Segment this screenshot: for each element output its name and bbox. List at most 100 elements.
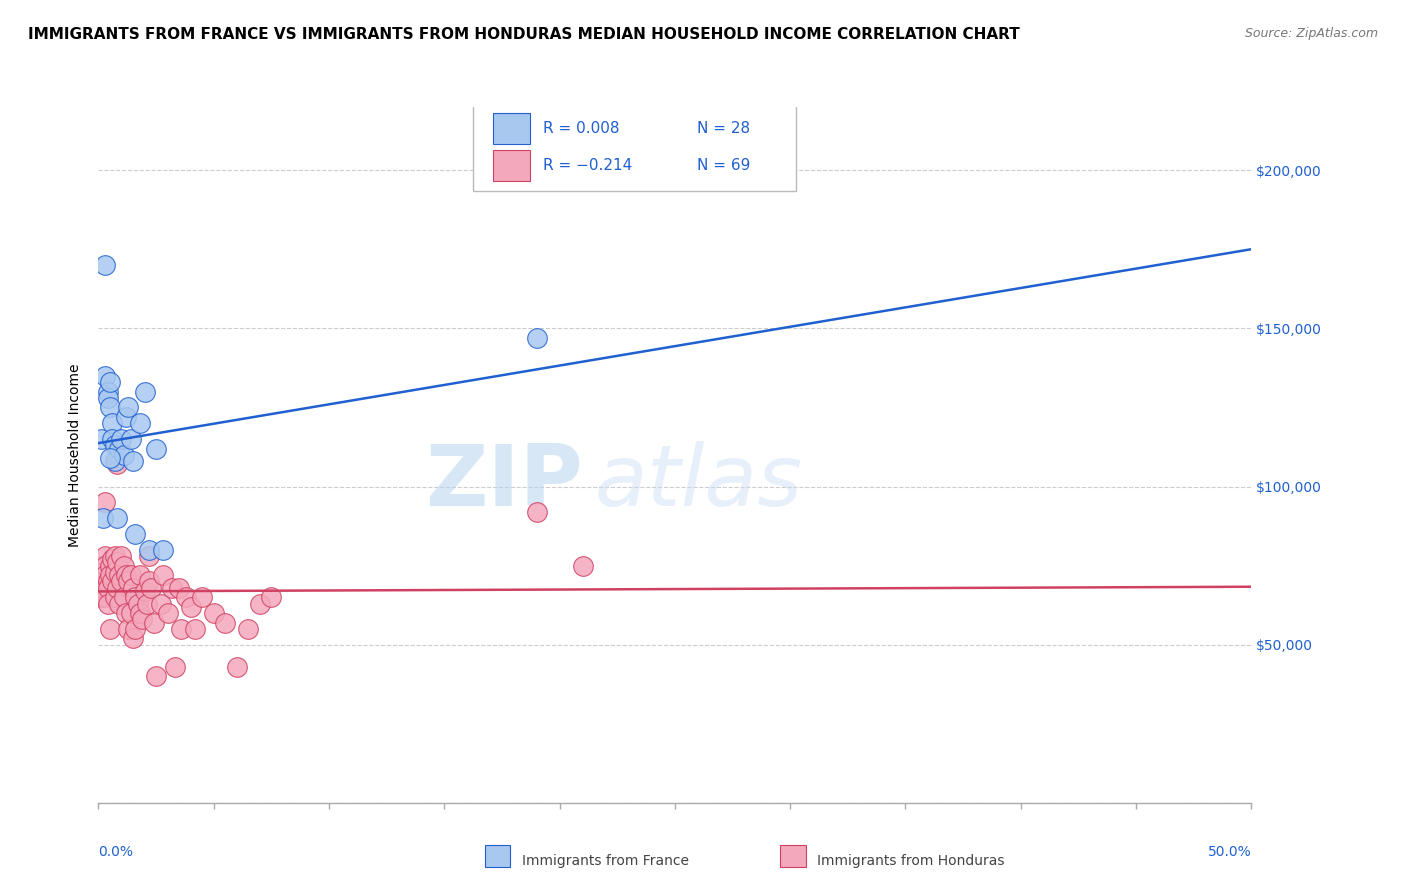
Point (101, 552, 124, 566)
Point (202, 606, 225, 620)
Point (98, 568, 121, 582)
Point (98, 401, 121, 415)
Point (94, 258, 117, 272)
Y-axis label: Median Household Income: Median Household Income (69, 363, 83, 547)
Point (214, 615, 236, 630)
Text: N = 69: N = 69 (697, 158, 751, 173)
Point (152, 542, 174, 557)
Point (152, 568, 174, 582)
Point (122, 632, 145, 646)
Point (134, 384, 156, 399)
Point (110, 574, 132, 589)
Point (105, 458, 128, 472)
Point (526, 331, 548, 345)
Point (105, 511, 128, 525)
Point (91, 511, 114, 525)
Point (127, 597, 149, 611)
Point (94, 368, 117, 383)
Point (97, 574, 120, 589)
Point (115, 409, 138, 424)
Point (103, 549, 125, 563)
Point (101, 574, 124, 589)
Point (191, 591, 214, 605)
Point (167, 581, 190, 595)
Point (98, 375, 121, 389)
Point (108, 442, 131, 456)
Point (112, 558, 135, 573)
Point (138, 542, 160, 557)
Point (97, 581, 120, 595)
Point (138, 549, 160, 563)
Point (115, 568, 138, 582)
Point (225, 660, 247, 674)
Point (174, 591, 197, 605)
Point (117, 401, 139, 415)
Point (184, 622, 207, 636)
Point (149, 597, 172, 611)
Point (180, 599, 202, 614)
Point (90, 558, 112, 573)
Text: atlas: atlas (595, 442, 803, 524)
Point (98, 451, 121, 466)
Point (135, 597, 157, 611)
Point (98, 558, 121, 573)
Point (120, 606, 142, 620)
Text: 0.0%: 0.0% (98, 845, 134, 858)
Point (110, 432, 132, 446)
Point (156, 606, 179, 620)
Text: Source: ZipAtlas.com: Source: ZipAtlas.com (1244, 27, 1378, 40)
Point (122, 581, 145, 595)
Point (134, 583, 156, 598)
Text: N = 28: N = 28 (697, 121, 749, 136)
Point (124, 527, 146, 541)
Point (94, 591, 117, 605)
Point (103, 565, 125, 579)
Point (138, 574, 160, 589)
Point (141, 581, 163, 595)
Point (163, 660, 186, 674)
Point (124, 591, 146, 605)
Point (108, 568, 131, 582)
Point (94, 568, 117, 582)
Point (101, 417, 124, 431)
Point (117, 574, 139, 589)
FancyBboxPatch shape (492, 150, 530, 181)
Point (94, 558, 117, 573)
Point (145, 669, 167, 683)
Point (101, 432, 124, 446)
Point (98, 622, 121, 636)
Point (260, 591, 283, 605)
Point (90, 432, 112, 446)
Point (120, 568, 142, 582)
Point (129, 606, 152, 620)
Point (129, 417, 152, 431)
Text: Immigrants from France: Immigrants from France (522, 854, 689, 868)
Point (90, 591, 112, 605)
Point (91, 565, 114, 579)
Text: IMMIGRANTS FROM FRANCE VS IMMIGRANTS FROM HONDURAS MEDIAN HOUSEHOLD INCOME CORRE: IMMIGRANTS FROM FRANCE VS IMMIGRANTS FRO… (28, 27, 1019, 42)
Point (103, 454, 125, 468)
Point (571, 558, 593, 573)
Text: 50.0%: 50.0% (1208, 845, 1251, 858)
Text: ZIP: ZIP (425, 442, 582, 524)
Point (103, 591, 125, 605)
Point (124, 622, 146, 636)
Point (105, 556, 128, 570)
Point (238, 622, 260, 636)
FancyBboxPatch shape (472, 103, 796, 191)
Point (105, 581, 128, 595)
Point (115, 606, 138, 620)
Point (94, 495, 117, 509)
Point (170, 622, 193, 636)
Point (145, 442, 167, 456)
Point (97, 391, 120, 405)
Point (122, 454, 145, 468)
FancyBboxPatch shape (492, 113, 530, 144)
Text: Immigrants from Honduras: Immigrants from Honduras (817, 854, 1004, 868)
Point (112, 448, 135, 462)
Point (103, 438, 125, 452)
Point (97, 597, 120, 611)
Point (117, 622, 139, 636)
Point (249, 597, 271, 611)
Point (160, 581, 183, 595)
